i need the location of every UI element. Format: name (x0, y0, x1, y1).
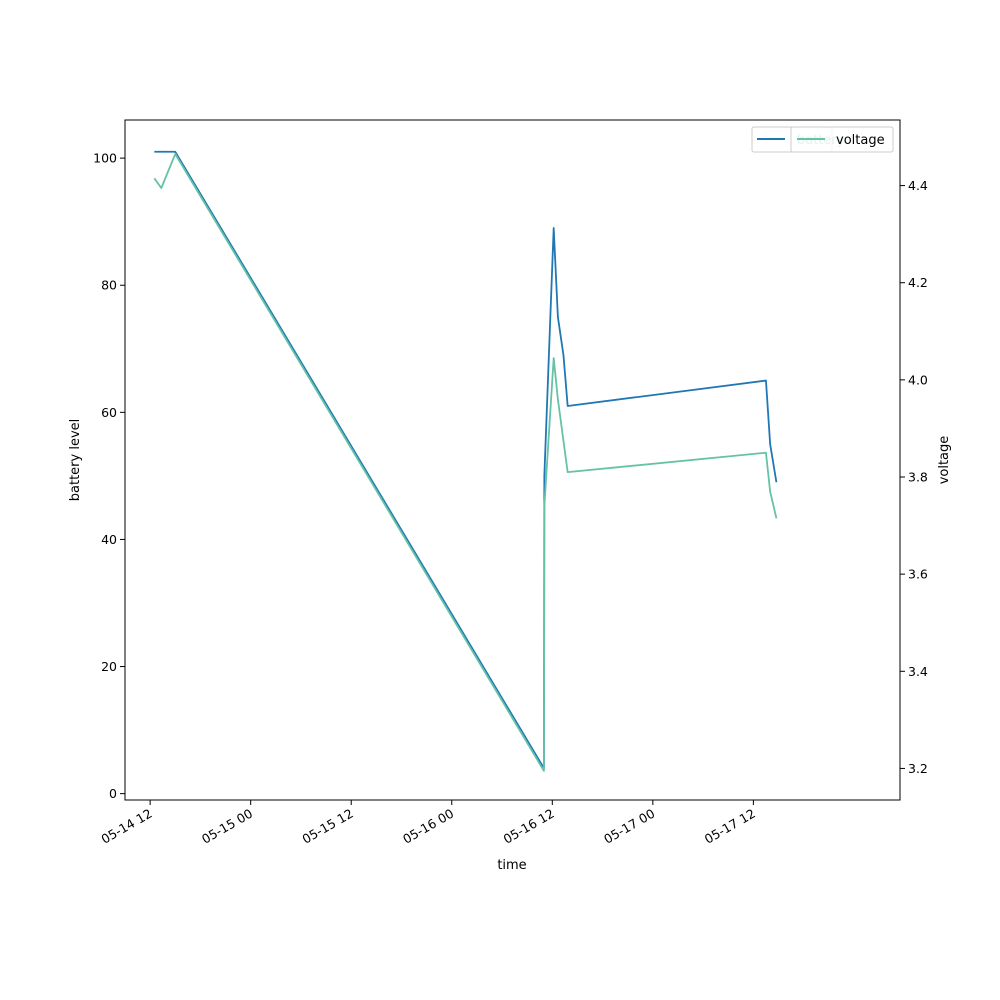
plot-frame (124, 119, 901, 801)
y-left-tick-label-0: 0 (109, 786, 117, 801)
x-tick-label-6: 05-17 12 (702, 806, 758, 847)
y-right-tick-label-1: 3.4 (908, 664, 928, 679)
y-axis-right-label: voltage (937, 436, 952, 485)
y-right-tick-label-6: 4.4 (908, 178, 928, 193)
y-right-tick-label-5: 4.2 (908, 275, 928, 290)
legend-voltage-label: voltage (836, 133, 885, 148)
y-left-tick-label-4: 80 (101, 278, 117, 293)
y-axis-left: 0 20 40 60 80 100 (93, 151, 125, 801)
y-right-tick-label-4: 4.0 (908, 372, 928, 387)
y-left-tick-label-1: 20 (101, 659, 117, 674)
series-line-voltage (153, 153, 778, 772)
x-axis: 05-14 12 05-15 00 05-15 12 05-16 00 05-16 12… (98, 800, 758, 847)
y-left-tick-label-5: 100 (93, 151, 117, 166)
x-tick-label-4: 05-16 12 (501, 806, 557, 847)
x-tick-label-1: 05-15 00 (199, 806, 255, 847)
x-tick-label-3: 05-16 00 (400, 806, 456, 847)
plot-area (125, 120, 900, 800)
x-tick-label-5: 05-17 00 (601, 806, 657, 847)
y-right-tick-label-0: 3.2 (908, 761, 928, 776)
x-axis-label: time (497, 858, 526, 873)
legend-voltage-frame (790, 126, 894, 153)
y-left-tick-label-2: 40 (101, 532, 117, 547)
y-right-tick-label-2: 3.6 (908, 567, 928, 582)
series-line-battery (154, 150, 778, 770)
y-left-tick-label-3: 60 (101, 405, 117, 420)
x-tick-label-2: 05-15 12 (300, 806, 356, 847)
y-axis-right: 3.2 3.4 3.6 3.8 4.0 4.2 4.4 (900, 178, 928, 776)
y-right-tick-label-3: 3.8 (908, 470, 928, 485)
x-tick-label-0: 05-14 12 (98, 806, 154, 847)
series-layer (153, 150, 778, 772)
legend-voltage: voltage (790, 126, 894, 153)
y-axis-left-label: battery level (68, 419, 83, 502)
